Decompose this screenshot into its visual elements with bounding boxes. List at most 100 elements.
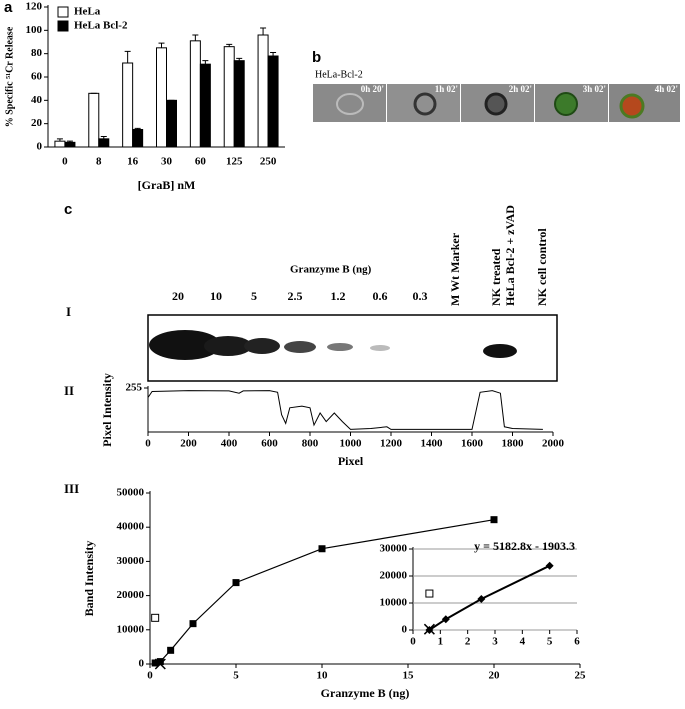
cell xyxy=(554,92,578,116)
x-tick-label: 1600 xyxy=(461,438,484,450)
point xyxy=(477,594,486,603)
timestamp: 1h 02' xyxy=(435,84,458,94)
bar xyxy=(156,47,167,148)
cell xyxy=(619,93,645,119)
x-tick-label: 2000 xyxy=(542,438,565,450)
bar xyxy=(88,92,100,148)
x-tick-label: 2 xyxy=(465,636,471,648)
gel-title: Granzyme B (ng) xyxy=(290,264,372,276)
bar xyxy=(257,34,269,148)
x-tick-label: 4 xyxy=(520,636,526,648)
lane-label: 0.3 xyxy=(413,289,428,303)
frame xyxy=(313,84,386,122)
lane-label: 0.6 xyxy=(373,289,388,303)
error-bar xyxy=(124,50,131,63)
timestamp: 4h 02' xyxy=(655,84,678,94)
error-bar xyxy=(260,27,267,35)
band xyxy=(244,338,280,354)
panel-label: b xyxy=(312,49,321,66)
error-bar xyxy=(192,34,199,41)
gel-bands xyxy=(149,330,517,360)
y-tick-label: 80 xyxy=(31,47,43,59)
bar xyxy=(189,40,201,148)
bar xyxy=(233,60,245,148)
lane-label: NK cell control xyxy=(535,228,549,306)
microscopy-strip xyxy=(313,84,680,122)
point xyxy=(441,615,450,624)
frame xyxy=(387,84,460,122)
cell xyxy=(484,92,508,116)
error-bar xyxy=(66,140,73,143)
x-axis-label: Granzyme B (ng) xyxy=(321,686,410,700)
panel-label: I xyxy=(66,304,71,319)
cell xyxy=(336,93,364,115)
x-tick-label: 0 xyxy=(410,636,416,648)
y-tick-label: 10000 xyxy=(117,623,145,635)
y-tick-label: 0 xyxy=(37,141,43,153)
x-tick-label: 3 xyxy=(492,636,498,648)
x-tick-label: 25 xyxy=(575,670,587,682)
y-tick-label: 30000 xyxy=(380,543,408,555)
band xyxy=(149,330,221,360)
y-tick-label: 0 xyxy=(139,658,145,670)
x-tick-label: 1 xyxy=(438,636,444,648)
bar xyxy=(199,63,211,148)
x-axis-label: [GraB] nM xyxy=(138,178,196,192)
y-tick-label: 40 xyxy=(31,94,43,106)
panel-label: a xyxy=(4,0,13,16)
bar xyxy=(132,129,144,148)
legend-label: HeLa Bcl-2 xyxy=(74,20,128,32)
band xyxy=(370,345,390,351)
point xyxy=(425,589,434,598)
bar xyxy=(54,140,66,148)
x-tick-label: 8 xyxy=(96,156,102,168)
x-tick-label: 5 xyxy=(547,636,553,648)
lane-label: HeLa Bcl-2 + zVAD xyxy=(503,205,517,306)
y-axis-label: Band Intensity xyxy=(82,541,96,617)
x-tick-label: 30 xyxy=(161,156,173,168)
error-bar xyxy=(56,138,63,142)
point xyxy=(232,579,240,587)
timestamp: 0h 20' xyxy=(361,84,384,94)
x-tick-label: 1800 xyxy=(502,438,525,450)
timestamp: 3h 02' xyxy=(583,84,606,94)
lane-label: 1.2 xyxy=(331,289,346,303)
x-tick-label: 800 xyxy=(302,438,319,450)
band xyxy=(483,344,517,358)
y-tick-label: 0 xyxy=(402,624,408,636)
timestamp: 2h 02' xyxy=(509,84,532,94)
lane-label: 2.5 xyxy=(288,289,303,303)
panel-label: III xyxy=(64,481,79,496)
panel-label: II xyxy=(64,383,74,398)
x-tick-label: 125 xyxy=(226,156,243,168)
band xyxy=(204,336,252,356)
bar xyxy=(166,99,177,148)
x-tick-label: 0 xyxy=(62,156,68,168)
x-tick-label: 20 xyxy=(489,670,501,682)
point xyxy=(154,658,166,670)
point xyxy=(189,620,197,628)
x-tick-label: 1200 xyxy=(380,438,403,450)
fit-line xyxy=(428,564,551,631)
bar xyxy=(122,62,134,148)
x-tick-label: 1400 xyxy=(421,438,444,450)
y-tick-label: 40000 xyxy=(117,521,145,533)
lane-label: 20 xyxy=(172,289,184,303)
x-tick-label: 60 xyxy=(195,156,207,168)
x-tick-label: 1000 xyxy=(340,438,363,450)
error-bar xyxy=(226,43,233,47)
x-tick-label: 6 xyxy=(574,636,580,648)
point xyxy=(167,646,175,654)
point xyxy=(490,516,498,524)
x-tick-label: 5 xyxy=(233,670,239,682)
error-bar xyxy=(158,42,165,48)
band xyxy=(284,341,316,353)
panel-label: c xyxy=(64,201,72,218)
point xyxy=(151,659,159,667)
y-tick-label: 10000 xyxy=(380,597,408,609)
lane-label: 10 xyxy=(210,289,222,303)
x-tick-label: 200 xyxy=(180,438,197,450)
x-tick-label: 10 xyxy=(317,670,329,682)
point xyxy=(423,623,435,635)
point xyxy=(156,658,164,666)
